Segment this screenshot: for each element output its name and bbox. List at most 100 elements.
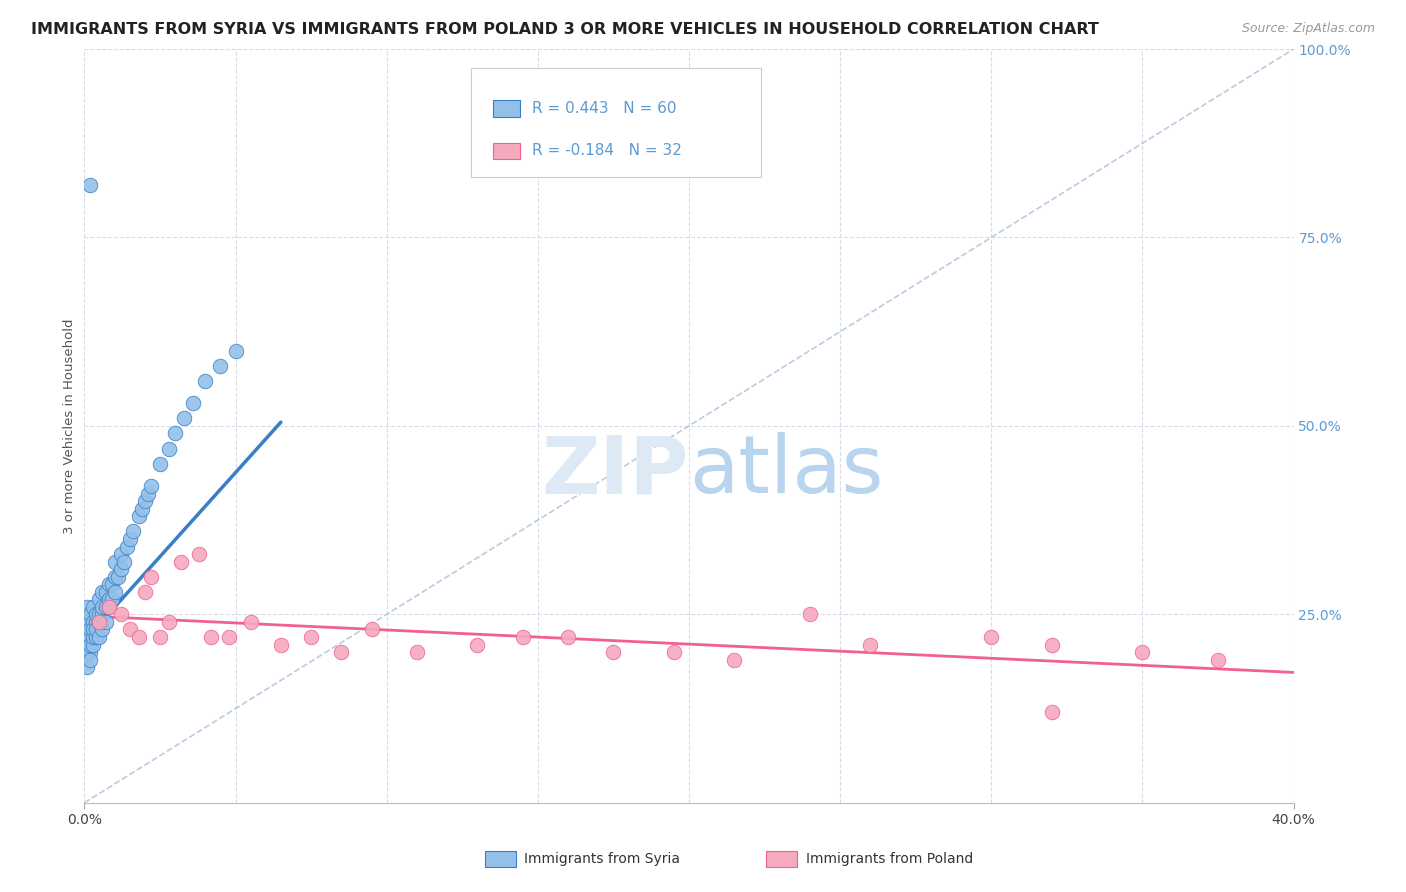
Point <box>91 599 114 614</box>
Point <box>110 562 132 576</box>
Point <box>91 584 114 599</box>
Point <box>165 426 187 441</box>
Point <box>86 615 108 629</box>
Point <box>1206 652 1229 666</box>
Point <box>225 343 247 358</box>
Point <box>112 555 135 569</box>
Text: ZIP: ZIP <box>541 432 689 510</box>
Point <box>97 592 120 607</box>
Point <box>89 630 111 644</box>
Point <box>79 645 101 659</box>
Point <box>157 615 180 629</box>
Point <box>218 630 240 644</box>
Point <box>79 630 101 644</box>
Point <box>97 577 120 591</box>
Point <box>121 524 143 539</box>
Point <box>91 607 114 622</box>
Text: Immigrants from Syria: Immigrants from Syria <box>524 852 681 866</box>
Point <box>82 630 104 644</box>
FancyBboxPatch shape <box>494 143 520 159</box>
Y-axis label: 3 or more Vehicles in Household: 3 or more Vehicles in Household <box>63 318 76 533</box>
Point <box>557 630 579 644</box>
Point <box>104 584 127 599</box>
Point <box>118 623 141 637</box>
Point <box>79 178 101 192</box>
Point <box>89 607 111 622</box>
Point <box>239 615 262 629</box>
Text: IMMIGRANTS FROM SYRIA VS IMMIGRANTS FROM POLAND 3 OR MORE VEHICLES IN HOUSEHOLD : IMMIGRANTS FROM SYRIA VS IMMIGRANTS FROM… <box>31 22 1099 37</box>
Point <box>131 501 153 516</box>
Point <box>467 638 489 652</box>
Point <box>512 630 534 644</box>
Point <box>94 599 117 614</box>
Point <box>79 638 101 652</box>
Point <box>76 599 98 614</box>
Point <box>139 479 162 493</box>
Point <box>134 584 156 599</box>
Point <box>200 630 222 644</box>
Point <box>118 532 141 546</box>
Point <box>82 623 104 637</box>
Text: R = 0.443   N = 60: R = 0.443 N = 60 <box>531 101 676 116</box>
Point <box>209 359 232 373</box>
Point <box>79 623 101 637</box>
Point <box>100 592 122 607</box>
Point <box>170 555 193 569</box>
Point <box>181 396 204 410</box>
Point <box>104 555 127 569</box>
Point <box>89 615 111 629</box>
Point <box>330 645 353 659</box>
Point <box>360 623 382 637</box>
Point <box>270 638 292 652</box>
Point <box>91 623 114 637</box>
Point <box>100 577 122 591</box>
FancyBboxPatch shape <box>494 100 520 117</box>
Point <box>859 638 882 652</box>
Point <box>89 592 111 607</box>
Point <box>723 652 745 666</box>
Point <box>76 660 98 674</box>
Point <box>82 599 104 614</box>
Point <box>110 607 132 622</box>
Point <box>194 374 217 388</box>
Point <box>79 607 101 622</box>
Point <box>94 615 117 629</box>
Point <box>128 630 150 644</box>
Point <box>139 570 162 584</box>
Point <box>76 615 98 629</box>
Point <box>149 630 172 644</box>
Text: Source: ZipAtlas.com: Source: ZipAtlas.com <box>1241 22 1375 36</box>
Point <box>1130 645 1153 659</box>
Point <box>86 630 108 644</box>
Point <box>980 630 1002 644</box>
Point <box>104 570 127 584</box>
Point <box>149 457 172 471</box>
Text: Immigrants from Poland: Immigrants from Poland <box>806 852 973 866</box>
Point <box>602 645 624 659</box>
Point <box>799 607 821 622</box>
Point <box>134 494 156 508</box>
Point <box>173 411 195 425</box>
Point <box>89 615 111 629</box>
Text: atlas: atlas <box>689 432 883 510</box>
Point <box>136 487 159 501</box>
Point <box>82 615 104 629</box>
Point <box>82 638 104 652</box>
Point <box>1040 706 1063 720</box>
Point <box>107 570 129 584</box>
Point <box>406 645 429 659</box>
Point <box>128 509 150 524</box>
Point <box>97 599 120 614</box>
Point <box>157 442 180 456</box>
Point <box>299 630 322 644</box>
FancyBboxPatch shape <box>471 68 762 178</box>
Point <box>76 645 98 659</box>
Point <box>79 652 101 666</box>
Point <box>86 623 108 637</box>
Point <box>94 584 117 599</box>
Point <box>662 645 685 659</box>
Point <box>97 599 120 614</box>
Point <box>110 547 132 561</box>
Point <box>76 630 98 644</box>
Point <box>86 607 108 622</box>
